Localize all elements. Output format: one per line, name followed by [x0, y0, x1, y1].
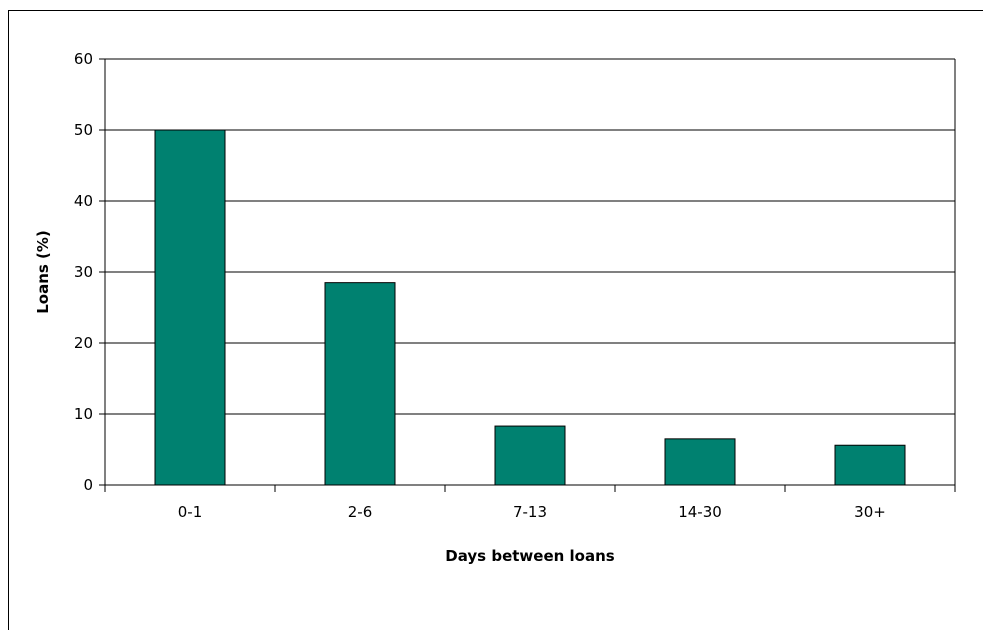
- y-tick-labels: 0 10 20 30 40 50 60: [74, 50, 93, 494]
- x-tick-labels: 0-1 2-6 7-13 14-30 30+: [178, 503, 886, 521]
- y-tick-label: 30: [74, 263, 93, 281]
- bar: [494, 425, 566, 486]
- x-tick-label: 30+: [854, 503, 886, 521]
- bars: [154, 129, 906, 486]
- bar: [834, 444, 906, 486]
- x-axis-title: Days between loans: [445, 547, 614, 565]
- y-tick-label: 20: [74, 334, 93, 352]
- y-tick-label: 40: [74, 192, 93, 210]
- bar: [154, 129, 226, 486]
- x-tick-label: 2-6: [348, 503, 373, 521]
- x-tick-label: 14-30: [678, 503, 722, 521]
- x-tick-label: 0-1: [178, 503, 203, 521]
- y-tick-label: 60: [74, 50, 93, 68]
- y-tick-label: 50: [74, 121, 93, 139]
- bar: [324, 282, 396, 486]
- y-tick-label: 10: [74, 405, 93, 423]
- y-tick-label: 0: [83, 476, 93, 494]
- y-axis-title: Loans (%): [34, 230, 52, 314]
- chart-frame: [8, 10, 983, 630]
- bar-chart: 0 10 20 30 40 50 60 0-1 2-6 7-13 14-30 30+ Loans (…: [34, 50, 956, 565]
- bar: [664, 438, 736, 486]
- x-tick-label: 7-13: [513, 503, 547, 521]
- gridlines: [105, 58, 955, 415]
- axes: [99, 58, 956, 492]
